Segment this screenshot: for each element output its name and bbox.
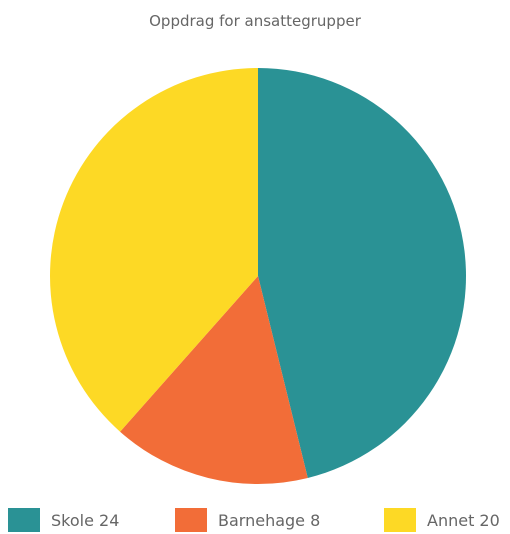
- pie-chart: [49, 68, 466, 484]
- pie-slice-barnehage[interactable]: [120, 276, 308, 484]
- legend-swatch-barnehage: [175, 508, 207, 532]
- legend-swatch-annet: [384, 508, 416, 532]
- legend-swatch-skole: [8, 508, 40, 532]
- legend-label-barnehage: Barnehage 8: [218, 510, 321, 530]
- legend: Skole 24 Barnehage 8 Annet 20: [0, 506, 510, 534]
- legend-item-skole[interactable]: Skole 24: [8, 506, 119, 534]
- pie-slice-skole[interactable]: [258, 68, 466, 478]
- legend-label-skole: Skole 24: [51, 510, 120, 530]
- legend-item-annet[interactable]: Annet 20: [384, 506, 500, 534]
- legend-item-barnehage[interactable]: Barnehage 8: [175, 506, 320, 534]
- chart-title: Oppdrag for ansattegrupper: [149, 12, 361, 30]
- legend-label-annet: Annet 20: [427, 510, 500, 530]
- pie-slice-annet[interactable]: [49, 68, 258, 432]
